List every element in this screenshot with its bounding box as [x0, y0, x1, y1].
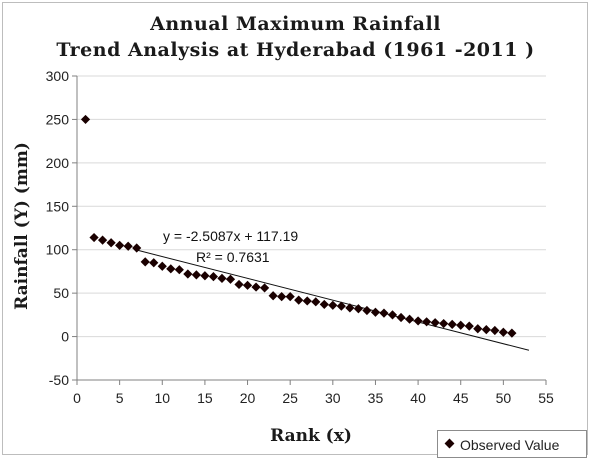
data-point — [336, 301, 346, 311]
legend-label: Observed Value — [460, 437, 560, 453]
y-tick-label: 300 — [46, 68, 70, 84]
data-point — [132, 243, 142, 253]
data-point — [234, 279, 244, 290]
data-points — [80, 114, 517, 338]
data-point — [362, 305, 372, 316]
data-point — [191, 270, 201, 280]
data-point — [157, 261, 167, 271]
x-tick-label: 20 — [240, 390, 256, 406]
x-tick-label: 45 — [453, 390, 469, 406]
data-point — [268, 291, 278, 301]
data-point — [166, 264, 176, 274]
data-point — [464, 321, 474, 331]
data-point — [115, 240, 125, 250]
data-point — [106, 238, 116, 248]
data-point — [251, 282, 261, 292]
data-point — [294, 295, 304, 305]
x-tick-label: 35 — [368, 390, 384, 406]
gridlines — [77, 75, 546, 381]
data-point — [311, 297, 321, 307]
data-point — [319, 299, 329, 310]
x-tick-label: 0 — [73, 390, 81, 406]
data-point — [208, 272, 219, 282]
data-point — [328, 300, 338, 310]
data-point — [387, 310, 398, 320]
y-axis-label: Rainfall (Y) (mm) — [12, 142, 32, 310]
data-point — [413, 316, 423, 326]
data-point — [217, 273, 227, 283]
trendline-group — [136, 249, 530, 351]
data-point — [447, 319, 457, 330]
data-point — [396, 312, 406, 323]
data-point — [345, 303, 355, 313]
data-point — [242, 280, 253, 290]
legend-marker-icon — [444, 438, 455, 449]
data-point — [97, 235, 108, 245]
y-tick-label: 50 — [53, 285, 69, 301]
data-point — [200, 271, 210, 281]
data-point — [149, 258, 159, 268]
data-point — [123, 241, 133, 251]
trend-equation-label: y = -2.5087x + 117.19 — [163, 228, 298, 244]
x-tick-label: 5 — [116, 390, 124, 406]
legend: Observed Value — [437, 430, 587, 458]
y-tick-label: 200 — [46, 155, 70, 171]
data-point — [302, 296, 312, 306]
data-point — [498, 327, 508, 337]
data-point — [285, 292, 295, 302]
data-point — [379, 308, 389, 318]
data-point — [183, 269, 193, 279]
data-point — [439, 318, 449, 329]
y-tick-label: 150 — [46, 198, 70, 214]
data-point — [174, 265, 184, 275]
chart-title: Annual Maximum Rainfall — [150, 13, 441, 35]
y-tick-label: 0 — [61, 329, 69, 345]
y-tick-label: 100 — [46, 242, 70, 258]
data-point — [353, 304, 363, 314]
x-tick-label: 30 — [325, 390, 341, 406]
data-point — [490, 325, 500, 336]
x-tick-label: 50 — [496, 390, 512, 406]
trendline — [136, 249, 530, 351]
data-point — [507, 328, 517, 338]
data-point — [473, 324, 483, 334]
y-tick-label: -50 — [49, 372, 69, 388]
y-tick-label: 250 — [46, 111, 70, 127]
data-point — [422, 317, 432, 327]
x-tick-label: 15 — [197, 390, 213, 406]
data-point — [481, 325, 491, 335]
axes — [72, 75, 547, 385]
x-tick-label: 25 — [282, 390, 298, 406]
data-point — [277, 292, 287, 302]
data-point — [225, 274, 236, 284]
trend-r2-label: R² = 0.7631 — [196, 249, 270, 265]
x-tick-label: 40 — [410, 390, 426, 406]
chart-subtitle: Trend Analysis at Hyderabad (1961 -2011 … — [56, 39, 535, 61]
data-point — [80, 114, 91, 125]
data-point — [404, 314, 415, 324]
data-point — [370, 307, 381, 317]
x-axis-label: Rank (x) — [270, 426, 352, 446]
data-point — [89, 232, 99, 243]
data-point — [430, 318, 440, 328]
x-tick-label: 10 — [154, 390, 170, 406]
data-point — [260, 283, 270, 293]
x-tick-label: 55 — [538, 390, 554, 406]
data-point — [140, 257, 150, 267]
data-point — [456, 320, 466, 330]
